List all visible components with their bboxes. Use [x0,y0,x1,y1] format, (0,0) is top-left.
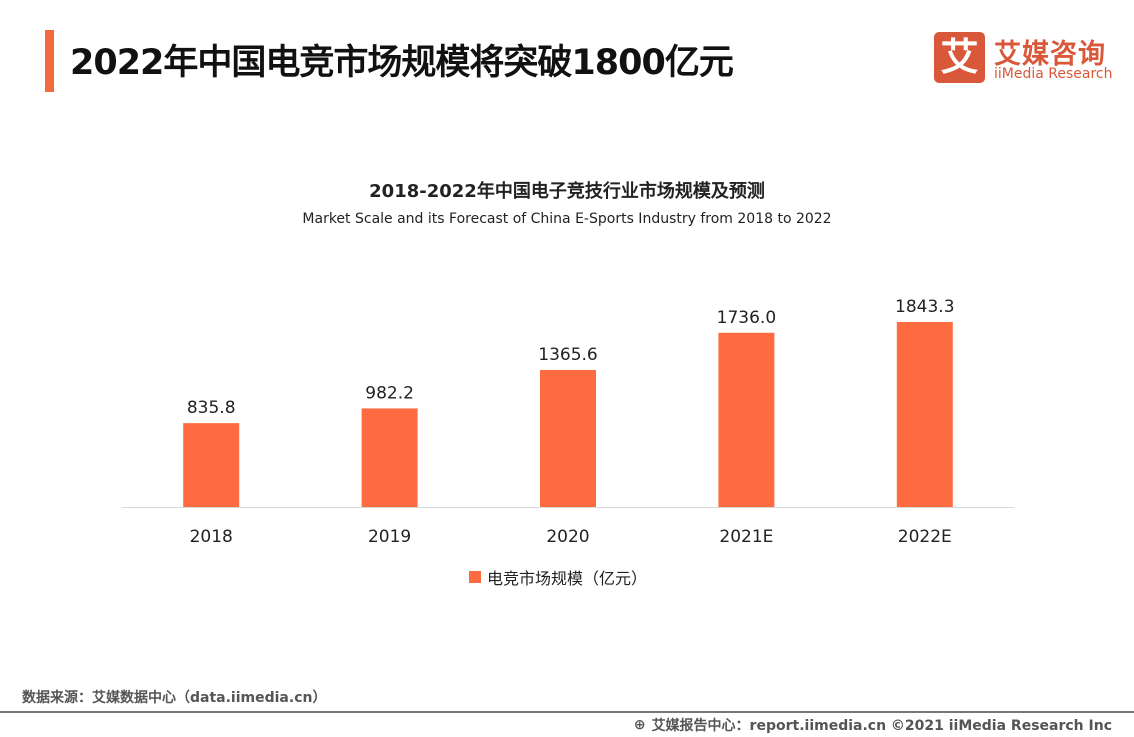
bar-2021E [718,332,775,507]
footer-divider [0,711,1134,713]
x-tick-label-2018: 2018 [190,527,233,547]
data-label-2022E: 1843.3 [895,297,954,317]
data-label-2019: 982.2 [365,383,414,403]
bar-2020 [540,369,596,507]
logo-name-en: iiMedia Research [994,66,1113,82]
data-source: 数据来源：艾媒数据中心（data.iimedia.cn） [22,690,327,706]
logo-name-cn: 艾媒咨询 [994,39,1106,70]
x-tick-label-2022E: 2022E [898,527,952,547]
chart-subtitle: Market Scale and its Forecast of China E… [302,211,832,227]
footer-credit: ⊕ 艾媒报告中心：report.iimedia.cn ©2021 iiMedia… [634,715,1112,735]
legend: 电竞市场规模（亿元） [469,565,647,589]
legend-label: 电竞市场规模（亿元） [487,569,648,588]
x-tick-label-2021E: 2021E [719,527,773,547]
chart-title: 2018-2022年中国电子竞技行业市场规模及预测 [369,181,765,202]
x-tick-label-2020: 2020 [546,527,589,547]
data-label-2020: 1365.6 [538,345,597,365]
bar-2019 [361,408,418,507]
data-label-2018: 835.8 [187,398,236,418]
footer-credit-text: 艾媒报告中心：report.iimedia.cn ©2021 iiMedia R… [651,718,1112,734]
x-tick-label-2019: 2019 [368,527,411,547]
globe-icon: ⊕ [633,717,646,733]
bar-2022E [896,322,953,507]
data-label-2021E: 1736.0 [717,308,776,328]
page-title: 2022年中国电竞市场规模将突破1800亿元 [70,43,734,83]
bar-2018 [183,423,240,507]
title-accent-bar [45,30,54,92]
logo-mark: 艾 [934,32,985,83]
legend-swatch [469,571,481,583]
